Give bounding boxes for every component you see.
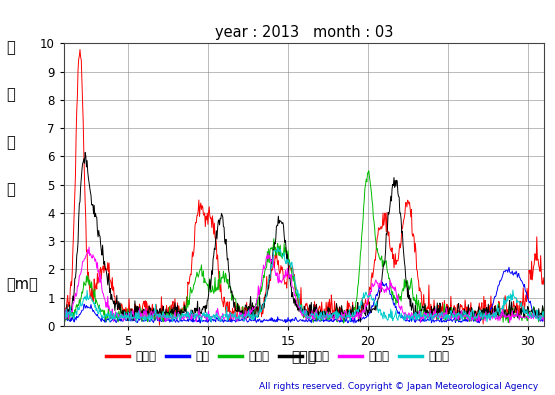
Text: 有: 有 <box>7 40 16 55</box>
Text: （m）: （m） <box>7 277 38 292</box>
X-axis label: （日）: （日） <box>291 351 316 365</box>
Text: 義: 義 <box>7 87 16 102</box>
Text: 高: 高 <box>7 182 16 197</box>
Legend: 上ノ国, 唐桑, 石廀崎, 経ヶ尬, 生月島, 屋久島: 上ノ国, 唐桑, 石廀崎, 経ヶ尬, 生月島, 屋久島 <box>101 345 454 367</box>
Title: year : 2013   month : 03: year : 2013 month : 03 <box>215 24 393 40</box>
Text: All rights reserved. Copyright © Japan Meteorological Agency: All rights reserved. Copyright © Japan M… <box>259 382 538 391</box>
Text: 波: 波 <box>7 135 16 150</box>
